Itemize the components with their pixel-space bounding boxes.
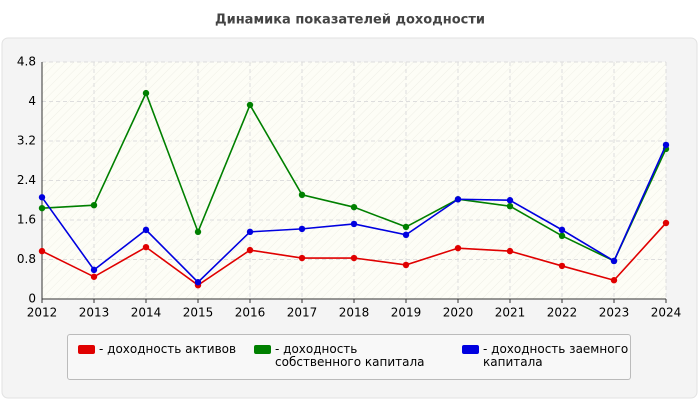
- data-point: [662, 219, 670, 227]
- data-point: [38, 247, 46, 255]
- y-tick-label: 0: [28, 292, 36, 306]
- x-tick-label: 2023: [599, 306, 630, 320]
- x-tick-label: 2019: [391, 306, 422, 320]
- y-tick-label: 2.4: [17, 173, 36, 187]
- data-point: [350, 203, 358, 211]
- data-point: [298, 254, 306, 262]
- data-point: [90, 273, 98, 280]
- data-point: [246, 228, 254, 236]
- legend-label: - доходность собственного капитала: [275, 342, 425, 369]
- data-point: [402, 261, 410, 269]
- legend-swatch: [254, 345, 271, 354]
- legend-label: - доходность заемного капитала: [483, 342, 629, 369]
- data-point: [90, 201, 98, 209]
- chart-title: Динамика показателей доходности: [215, 13, 485, 28]
- data-point: [38, 194, 46, 201]
- data-point: [402, 231, 410, 239]
- x-tick-label: 2016: [235, 306, 266, 320]
- legend-item: - доходность заемного капитала: [462, 343, 643, 369]
- data-point: [246, 246, 254, 254]
- legend-item: - доходность собственного капитала: [254, 343, 435, 369]
- x-tick-label: 2020: [443, 306, 474, 320]
- x-tick-label: 2022: [547, 306, 578, 320]
- data-point: [558, 226, 566, 234]
- x-tick-label: 2017: [287, 306, 318, 320]
- data-point: [558, 262, 566, 270]
- data-point: [506, 202, 514, 210]
- data-point: [142, 243, 150, 251]
- data-point: [402, 223, 410, 231]
- y-tick-label: 3.2: [17, 134, 36, 148]
- data-point: [298, 225, 306, 233]
- data-point: [194, 279, 202, 286]
- legend-swatch: [462, 345, 479, 354]
- y-tick-label: 0.8: [17, 252, 36, 266]
- data-point: [506, 197, 514, 204]
- data-point: [454, 244, 462, 252]
- data-point: [350, 220, 358, 228]
- data-point: [142, 89, 150, 97]
- legend-item: - доходность активов: [78, 343, 259, 356]
- legend: - доходность активов - доходность собстве…: [67, 334, 631, 380]
- x-tick-label: 2021: [495, 306, 526, 320]
- legend-label: - доходность активов: [99, 342, 237, 356]
- legend-swatch: [78, 345, 95, 354]
- y-tick-label: 1.6: [17, 213, 36, 227]
- data-point: [506, 247, 514, 255]
- x-tick-label: 2014: [131, 306, 162, 320]
- x-tick-label: 2013: [79, 306, 110, 320]
- x-tick-label: 2012: [27, 306, 58, 320]
- data-point: [454, 196, 462, 203]
- data-point: [38, 204, 46, 212]
- x-tick-label: 2015: [183, 306, 214, 320]
- data-point: [350, 254, 358, 262]
- data-point: [194, 228, 202, 236]
- x-tick-label: 2024: [651, 306, 682, 320]
- data-point: [662, 141, 670, 149]
- y-tick-label: 4.8: [17, 55, 36, 69]
- data-point: [246, 101, 254, 109]
- data-point: [610, 277, 618, 284]
- data-point: [298, 191, 306, 199]
- data-point: [558, 232, 566, 239]
- data-point: [610, 257, 618, 265]
- x-tick-label: 2018: [339, 306, 370, 320]
- y-tick-label: 4: [28, 94, 36, 108]
- data-point: [90, 266, 98, 274]
- data-point: [142, 226, 150, 234]
